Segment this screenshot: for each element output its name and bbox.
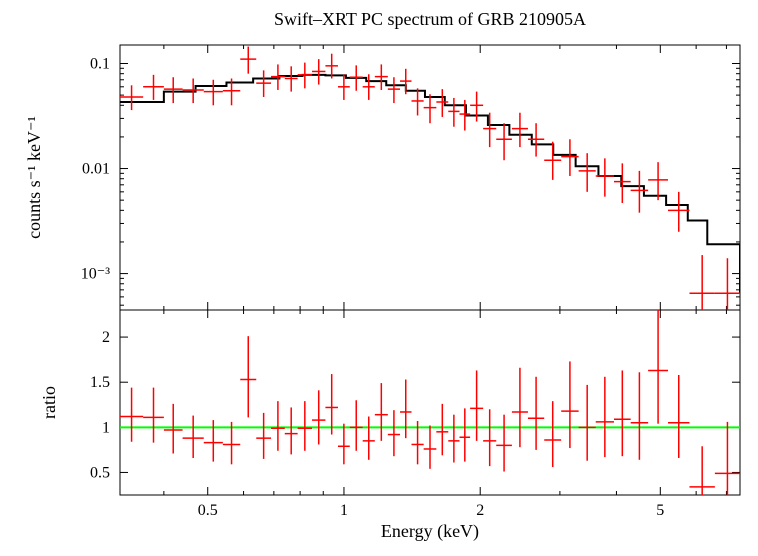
svg-text:0.01: 0.01	[82, 161, 110, 178]
spectrum-chart: Swift–XRT PC spectrum of GRB 210905A 0.5 1…	[0, 0, 758, 556]
svg-text:counts s⁻¹ keV⁻¹: counts s⁻¹ keV⁻¹	[24, 116, 44, 239]
svg-text:0.5: 0.5	[90, 464, 110, 481]
svg-text:2: 2	[476, 502, 484, 519]
svg-text:10⁻³: 10⁻³	[81, 266, 110, 283]
svg-text:1: 1	[340, 502, 348, 519]
svg-text:ratio: ratio	[39, 386, 59, 419]
chart-svg: Swift–XRT PC spectrum of GRB 210905A 0.5 1…	[0, 0, 758, 556]
svg-text:Swift–XRT PC spectrum of GRB 2: Swift–XRT PC spectrum of GRB 210905A	[274, 9, 586, 29]
svg-text:0.1: 0.1	[90, 55, 110, 72]
svg-text:2: 2	[102, 329, 110, 346]
svg-text:5: 5	[656, 502, 664, 519]
svg-text:1.5: 1.5	[90, 374, 110, 391]
svg-text:0.5: 0.5	[198, 502, 218, 519]
svg-text:1: 1	[102, 419, 110, 436]
svg-text:Energy (keV): Energy (keV)	[381, 521, 479, 542]
